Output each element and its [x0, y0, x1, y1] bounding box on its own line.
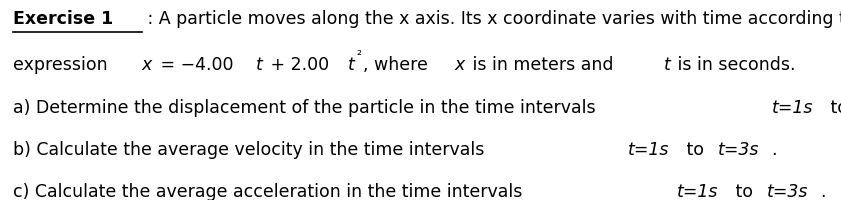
- Text: t=3s: t=3s: [767, 182, 808, 200]
- Text: x: x: [142, 56, 152, 74]
- Text: c) Calculate the average acceleration in the time intervals: c) Calculate the average acceleration in…: [13, 182, 527, 200]
- Text: , where: , where: [363, 56, 434, 74]
- Text: .: .: [771, 140, 777, 158]
- Text: t=1s: t=1s: [771, 98, 813, 116]
- Text: t: t: [664, 56, 670, 74]
- Text: x: x: [454, 56, 464, 74]
- Text: b) Calculate the average velocity in the time intervals: b) Calculate the average velocity in the…: [13, 140, 489, 158]
- Text: t=1s: t=1s: [677, 182, 718, 200]
- Text: to: to: [730, 182, 759, 200]
- Text: to: to: [681, 140, 710, 158]
- Text: a) Determine the displacement of the particle in the time intervals: a) Determine the displacement of the par…: [13, 98, 600, 116]
- Text: t=1s: t=1s: [628, 140, 669, 158]
- Text: t: t: [257, 56, 263, 74]
- Text: : A particle moves along the x axis. Its x coordinate varies with time according: : A particle moves along the x axis. Its…: [142, 10, 841, 28]
- Text: = −4.00: = −4.00: [155, 56, 234, 74]
- Text: Exercise 1: Exercise 1: [13, 10, 113, 28]
- Text: is in seconds.: is in seconds.: [672, 56, 796, 74]
- Text: is in meters and: is in meters and: [468, 56, 619, 74]
- Text: .: .: [821, 182, 826, 200]
- Text: expression: expression: [13, 56, 113, 74]
- Text: + 2.00: + 2.00: [265, 56, 330, 74]
- Text: t=3s: t=3s: [718, 140, 759, 158]
- Text: ²: ²: [357, 49, 362, 62]
- Text: to: to: [825, 98, 841, 116]
- Text: t: t: [348, 56, 355, 74]
